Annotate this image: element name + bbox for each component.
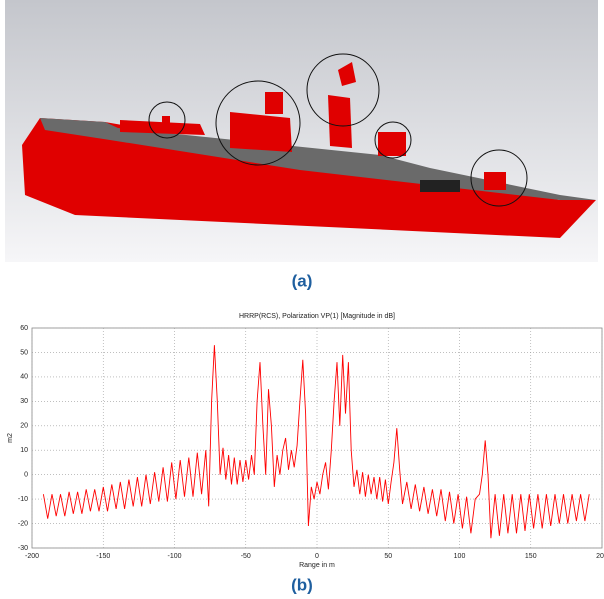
x-tick-label: -200 bbox=[25, 553, 39, 560]
y-tick-label: 20 bbox=[20, 423, 28, 430]
y-tick-label: -20 bbox=[18, 520, 28, 527]
y-axis-label: m2 bbox=[7, 433, 14, 443]
x-tick-label: 200 bbox=[596, 553, 604, 560]
panel-label: (b) bbox=[291, 575, 313, 594]
x-tick-label: -100 bbox=[167, 553, 181, 560]
y-tick-label: 0 bbox=[24, 472, 28, 479]
y-tick-label: 60 bbox=[20, 325, 28, 332]
x-axis-label: Range in m bbox=[299, 562, 335, 569]
y-tick-label: 40 bbox=[20, 374, 28, 381]
page: (a) (b) HRRP(RCS), Polarization VP(1) [M… bbox=[0, 0, 604, 599]
y-tick-label: -30 bbox=[18, 545, 28, 552]
y-tick-label: 10 bbox=[20, 447, 28, 454]
y-tick-label: 50 bbox=[20, 349, 28, 356]
y-tick-label: 30 bbox=[20, 398, 28, 405]
y-tick-label: -10 bbox=[18, 496, 28, 503]
figure: (a) (b) HRRP(RCS), Polarization VP(1) [M… bbox=[0, 0, 604, 599]
chart-title: HRRP(RCS), Polarization VP(1) [Magnitude… bbox=[239, 313, 395, 320]
x-tick-label: 150 bbox=[525, 553, 537, 560]
x-tick-label: -150 bbox=[96, 553, 110, 560]
panel-label: (a) bbox=[292, 271, 313, 290]
x-tick-label: -50 bbox=[241, 553, 251, 560]
x-tick-label: 100 bbox=[454, 553, 466, 560]
x-tick-label: 0 bbox=[315, 553, 319, 560]
x-tick-label: 50 bbox=[384, 553, 392, 560]
ship-image bbox=[5, 0, 598, 262]
